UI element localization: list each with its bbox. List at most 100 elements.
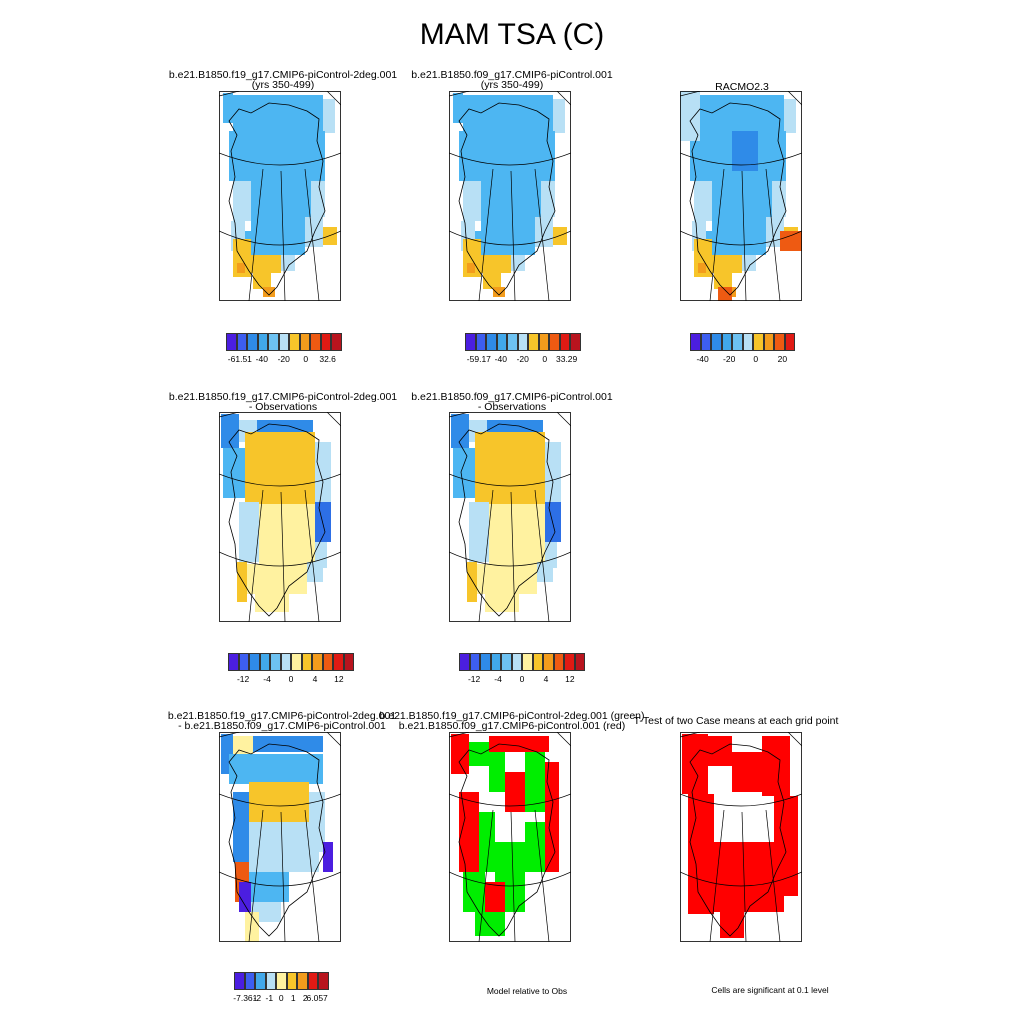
colorbar-swatch xyxy=(307,972,318,990)
graticule-line xyxy=(219,871,341,887)
graticule-line xyxy=(449,793,571,807)
grid-cell xyxy=(323,842,333,872)
colorbar-tick-labels: -12 -4 0 4 12 xyxy=(228,671,354,685)
panel-9-title-line1: T-Test of two Case means at each grid po… xyxy=(633,715,839,727)
grid-cell xyxy=(545,542,557,568)
colorbar-swatch xyxy=(517,333,528,351)
colorbar-tick-label: 0 xyxy=(288,674,294,684)
graticule-line xyxy=(534,168,550,301)
colorbar-swatch xyxy=(278,333,289,351)
graticule-line xyxy=(449,473,571,487)
grid-cell xyxy=(459,792,479,872)
colorbar-swatch xyxy=(257,333,268,351)
grid-cell xyxy=(477,564,537,594)
grid-cell xyxy=(451,414,469,448)
graticule-line xyxy=(709,809,725,942)
graticule-line xyxy=(680,152,802,166)
colorbar-swatch xyxy=(299,333,310,351)
colorbar-swatch xyxy=(522,653,533,671)
grid-cell xyxy=(714,273,732,289)
colorbar-swatch xyxy=(564,653,575,671)
graticule-line xyxy=(680,871,802,887)
coastline xyxy=(228,743,326,937)
graticule-line xyxy=(534,489,550,622)
colorbar-swatch xyxy=(247,333,258,351)
grid-cell xyxy=(772,181,786,217)
graticule-line xyxy=(478,809,494,942)
map-plot xyxy=(219,91,341,301)
colorbar-swatch xyxy=(459,653,470,671)
grid-cell xyxy=(463,181,481,221)
grid-cell xyxy=(263,287,275,297)
grid-cell xyxy=(483,273,501,289)
graticule-line xyxy=(449,871,571,887)
grid-cell xyxy=(784,99,796,133)
colorbar-swatch xyxy=(234,972,245,990)
grid-cell xyxy=(553,99,565,133)
grid-cell xyxy=(680,91,700,141)
colorbar-tick-label: -61.51 xyxy=(227,354,252,364)
colorbar-tick-label: -12 xyxy=(236,674,250,684)
grid-cell xyxy=(481,255,511,273)
graticule-line xyxy=(478,489,494,622)
colorbar-tick-label: 12 xyxy=(565,674,575,684)
panel-5-title-line1: b.e21.B1850.f09_g17.CMIP6-piControl.001 xyxy=(411,391,613,403)
graticule-line xyxy=(709,168,725,301)
grid-cell xyxy=(229,754,323,784)
panel-5-title-line2: - Observations xyxy=(477,401,547,413)
grid-cell xyxy=(223,448,245,498)
grid-cell xyxy=(249,782,309,822)
colorbar-swatch xyxy=(255,972,266,990)
graticule-line xyxy=(219,230,341,246)
grid-cell xyxy=(553,227,567,245)
colorbar-tick-label: -1 xyxy=(265,993,274,1003)
map-frame xyxy=(680,91,802,301)
colorbar-swatches xyxy=(690,333,795,351)
colorbar-swatch xyxy=(320,333,331,351)
colorbar-tick-label: -2 xyxy=(253,993,262,1003)
grid-cell xyxy=(237,562,247,602)
panel-8-map xyxy=(449,732,571,942)
colorbar-swatch xyxy=(732,333,743,351)
colorbar-swatch xyxy=(333,653,344,671)
map-frame xyxy=(219,732,341,942)
grid-cell xyxy=(511,255,525,271)
panel-2-title-line2: (yrs 350-499) xyxy=(480,79,544,91)
colorbar-swatch xyxy=(753,333,764,351)
colorbar-swatch xyxy=(711,333,722,351)
graticule-line xyxy=(510,170,516,301)
colorbar-swatch xyxy=(486,333,497,351)
grid-cell xyxy=(688,794,714,914)
grid-cell xyxy=(239,882,251,912)
colorbar-swatch xyxy=(496,333,507,351)
panel-4-title: b.e21.B1850.f19_g17.CMIP6-piControl-2deg… xyxy=(133,392,433,413)
colorbar-swatch xyxy=(301,653,312,671)
graticule-line xyxy=(326,91,341,106)
graticule-line xyxy=(219,473,341,487)
colorbar-swatch xyxy=(574,653,585,671)
panel-7-title: b.e21.B1850.f19_g17.CMIP6-piControl-2deg… xyxy=(132,710,432,732)
grid-cell xyxy=(459,131,555,181)
colorbar-swatch xyxy=(700,333,711,351)
graticule-line xyxy=(787,732,802,747)
colorbar-swatches xyxy=(459,653,585,671)
colorbar-tick-label: -40 xyxy=(494,354,507,364)
graticule-line xyxy=(680,230,802,246)
colorbar-tick-label: -7.361 xyxy=(233,993,258,1003)
grid-cell xyxy=(694,181,712,221)
grid-cell xyxy=(485,882,505,912)
graticule-line xyxy=(304,168,320,301)
map-frame xyxy=(219,412,341,622)
grid-cell xyxy=(451,734,469,774)
colorbar-swatch xyxy=(265,972,276,990)
grid-cell xyxy=(463,872,485,912)
colorbar-tick-label: 2 xyxy=(302,993,308,1003)
colorbar-swatch xyxy=(249,653,260,671)
graticule-line xyxy=(680,793,802,807)
graticule-line xyxy=(219,152,341,166)
map-frame xyxy=(449,732,571,942)
colorbar-swatch xyxy=(297,972,308,990)
panel-7-title-line1: b.e21.B1850.f19_g17.CMIP6-piControl-2deg… xyxy=(167,710,397,722)
colorbar-swatch xyxy=(721,333,732,351)
coastline xyxy=(689,743,787,937)
